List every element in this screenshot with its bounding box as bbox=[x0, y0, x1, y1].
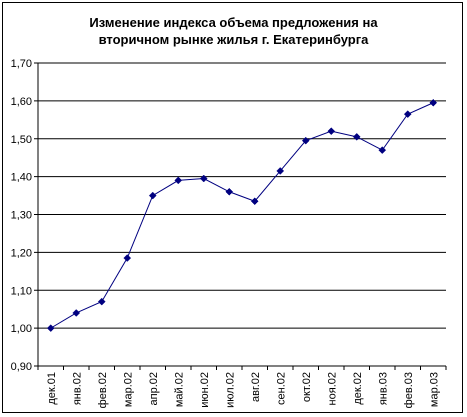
series-group bbox=[46, 98, 438, 332]
x-tick-label: май.02 bbox=[173, 372, 185, 407]
y-tick-label: 0,90 bbox=[11, 361, 32, 373]
x-tick-label: окт.02 bbox=[301, 372, 313, 402]
y-axis-ticks: 0,90 1,00 1,10 1,20 1,30 1,40 1,50 1,60 1,70 bbox=[11, 58, 38, 373]
x-tick-label: дек.02 bbox=[352, 372, 364, 405]
data-point bbox=[301, 136, 310, 145]
grid-lines bbox=[38, 62, 446, 329]
x-tick-label: авг.02 bbox=[250, 372, 262, 402]
y-tick-label: 1,50 bbox=[11, 134, 32, 146]
data-point bbox=[225, 187, 234, 196]
data-point bbox=[250, 197, 259, 206]
x-tick-label: фев.02 bbox=[97, 372, 109, 408]
data-point bbox=[97, 297, 106, 306]
data-point bbox=[46, 324, 55, 332]
x-tick-label: янв.02 bbox=[71, 372, 83, 405]
x-tick-label: ноя.02 bbox=[326, 372, 338, 405]
y-tick-label: 1,60 bbox=[11, 96, 32, 108]
data-point bbox=[72, 309, 81, 317]
x-tick-label: июл.02 bbox=[224, 372, 236, 408]
x-axis-ticks: дек.01 янв.02 фев.02 мар.02 апр.02 май.02 июн.… bbox=[37, 366, 447, 408]
x-tick-label: мар.02 bbox=[122, 372, 134, 407]
data-point bbox=[174, 176, 183, 185]
y-tick-label: 1,10 bbox=[11, 285, 32, 297]
y-tick-label: 1,00 bbox=[11, 323, 32, 335]
data-point bbox=[199, 174, 208, 183]
y-tick-label: 1,20 bbox=[11, 247, 32, 259]
data-point bbox=[352, 133, 361, 141]
x-tick-label: сен.02 bbox=[275, 372, 287, 405]
data-point bbox=[378, 146, 387, 154]
data-point bbox=[429, 98, 438, 107]
chart-frame bbox=[2, 2, 463, 413]
y-tick-label: 1,40 bbox=[11, 172, 32, 184]
x-tick-label: дек.01 bbox=[46, 372, 58, 405]
x-tick-label: фев.03 bbox=[403, 372, 415, 408]
data-point bbox=[148, 191, 157, 200]
x-tick-label: апр.02 bbox=[148, 372, 160, 405]
data-point bbox=[403, 110, 412, 118]
y-tick-label: 1,30 bbox=[11, 210, 32, 222]
chart-title: Изменение индекса объема предложения на … bbox=[89, 15, 378, 47]
data-point bbox=[123, 254, 132, 262]
data-point bbox=[327, 127, 336, 136]
y-tick-label: 1,70 bbox=[11, 58, 32, 70]
data-point bbox=[276, 167, 285, 175]
x-tick-label: июн.02 bbox=[199, 372, 211, 408]
x-tick-label: янв.03 bbox=[377, 372, 389, 405]
series-line bbox=[50, 102, 434, 329]
x-tick-label: мар.03 bbox=[428, 372, 440, 407]
